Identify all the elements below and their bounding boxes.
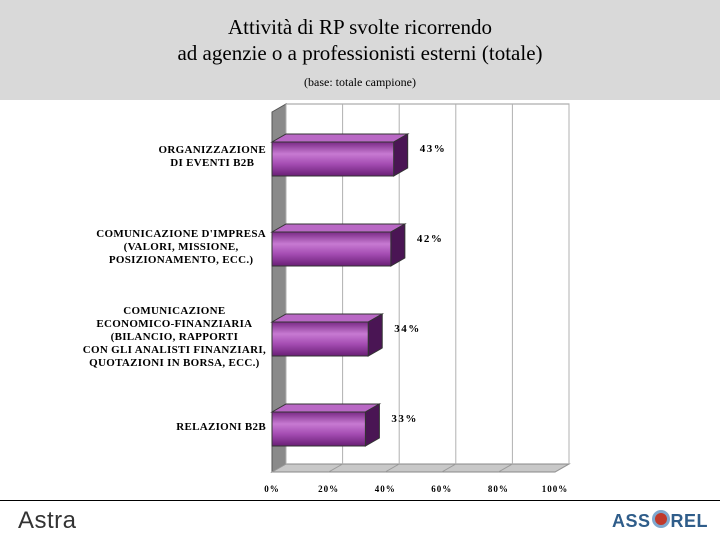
x-tick-label: 40% <box>375 484 396 494</box>
category-label-line: DI EVENTI B2B <box>170 157 255 169</box>
category-label-line: RELAZIONI B2B <box>176 420 266 433</box>
assorel-logo-part-b: REL <box>670 511 709 531</box>
assorel-logo: ASS REL <box>612 510 708 532</box>
category-label-line: ORGANIZZAZIONE <box>158 144 266 156</box>
assorel-logo-o-icon <box>651 510 670 528</box>
bar-end <box>367 313 383 357</box>
category-label: COMUNICAZIONE D'IMPRESA (VALORI, MISSIONE… <box>96 228 266 267</box>
bar-value-label: 34% <box>394 323 421 335</box>
chart-title: Attività di RP svolte ricorrendo ad agen… <box>0 14 720 66</box>
bar <box>271 231 392 267</box>
bar-value-label: 33% <box>391 413 418 425</box>
category-label: ORGANIZZAZIONE DI EVENTI B2B <box>159 144 267 170</box>
floor-gridline <box>328 463 343 473</box>
bar <box>271 411 366 447</box>
title-line-1: Attività di RP svolte ricorrendo <box>227 15 493 39</box>
bar-top <box>270 403 382 413</box>
footer-divider <box>0 500 720 501</box>
category-label-line: (BILANCIO, RAPPORTI <box>110 330 239 343</box>
bar-end <box>390 223 406 267</box>
floor-gridline <box>271 463 287 473</box>
chart-subtitle: (base: totale campione) <box>304 75 416 89</box>
title-line-2: ad agenzie o a professionisti esterni (t… <box>177 41 543 65</box>
bar-end <box>393 133 409 177</box>
header-band: Attività di RP svolte ricorrendo ad agen… <box>0 0 720 100</box>
x-tick-label: 20% <box>318 484 339 494</box>
floor-gridline <box>384 463 400 473</box>
category-label-line: POSIZIONAMENTO, ECC.) <box>108 253 254 266</box>
x-tick-label: 80% <box>488 484 509 494</box>
category-label-line: QUOTAZIONI IN BORSA, ECC.) <box>89 356 260 369</box>
floor-gridline <box>554 463 570 473</box>
category-label: COMUNICAZIONE ECONOMICO-FINANZIARIA (BILAN… <box>83 305 266 370</box>
x-tick-label: 0% <box>264 484 280 494</box>
x-tick-label: 100% <box>542 484 569 494</box>
bar-top <box>270 313 385 323</box>
bar <box>271 321 369 357</box>
bar-top <box>270 223 407 233</box>
category-label: RELAZIONI B2B <box>176 421 266 434</box>
astra-logo: Astra <box>18 507 77 534</box>
bar-value-label: 43% <box>420 143 447 155</box>
x-tick-label: 60% <box>431 484 452 494</box>
bar-value-label: 42% <box>417 233 444 245</box>
plot-floor <box>270 463 571 473</box>
category-label-line: CON GLI ANALISTI FINANZIARI, <box>82 343 266 356</box>
bar <box>271 141 395 177</box>
bar-chart: 0% 20% 40% 60% 80% 100% 43% 42% 34% 33% <box>264 103 571 494</box>
floor-gridline <box>498 463 513 473</box>
category-label-line: COMUNICAZIONE D'IMPRESA <box>96 227 266 240</box>
assorel-logo-part-a: ASS <box>612 511 651 531</box>
category-label-line: (VALORI, MISSIONE, <box>123 240 239 253</box>
bar-top <box>270 133 410 143</box>
bar-end <box>364 403 380 447</box>
floor-gridline <box>441 463 457 473</box>
category-label-line: COMUNICAZIONE <box>123 304 226 317</box>
category-label-line: ECONOMICO-FINANZIARIA <box>96 317 253 330</box>
